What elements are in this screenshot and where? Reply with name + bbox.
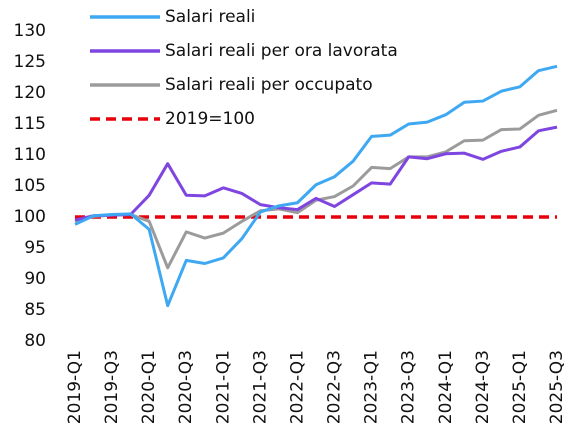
- x-tick-label: 2020-Q3: [176, 350, 196, 424]
- x-tick-label: 2023-Q1: [362, 350, 382, 424]
- x-tick-label: 2021-Q3: [250, 350, 270, 424]
- x-tick-label: 2019-Q3: [102, 350, 122, 424]
- x-tick-label: 2023-Q3: [399, 350, 419, 424]
- x-tick-label: 2025-Q1: [510, 350, 530, 424]
- x-tick-label: 2022-Q3: [325, 350, 345, 424]
- y-tick-label: 85: [24, 300, 46, 320]
- x-tick-label: 2020-Q1: [139, 350, 159, 424]
- legend-label: Salari reali per occupato: [165, 75, 373, 95]
- y-tick-label: 125: [14, 52, 46, 72]
- y-tick-label: 115: [14, 114, 46, 134]
- y-tick-label: 95: [24, 238, 46, 258]
- y-tick-label: 120: [14, 83, 46, 103]
- x-tick-label: 2022-Q1: [287, 350, 307, 424]
- x-tick-label: 2024-Q3: [473, 350, 493, 424]
- series-line: [74, 108, 558, 270]
- x-tick-label: 2019-Q1: [65, 350, 85, 424]
- y-tick-label: 100: [14, 207, 46, 227]
- y-tick-label: 80: [24, 331, 46, 351]
- legend-label: Salari reali: [165, 7, 255, 27]
- x-tick-label: 2024-Q1: [436, 350, 456, 424]
- y-tick-label: 90: [24, 269, 46, 289]
- series-line: [74, 125, 558, 222]
- y-tick-label: 110: [14, 145, 46, 165]
- legend-label: Salari reali per ora lavorata: [165, 41, 398, 61]
- x-tick-label: 2021-Q1: [213, 350, 233, 424]
- legend-label: 2019=100: [165, 109, 255, 129]
- y-tick-label: 105: [14, 176, 46, 196]
- series-line: [74, 64, 558, 308]
- y-tick-label: 130: [14, 21, 46, 41]
- x-tick-label: 2025-Q3: [547, 350, 567, 424]
